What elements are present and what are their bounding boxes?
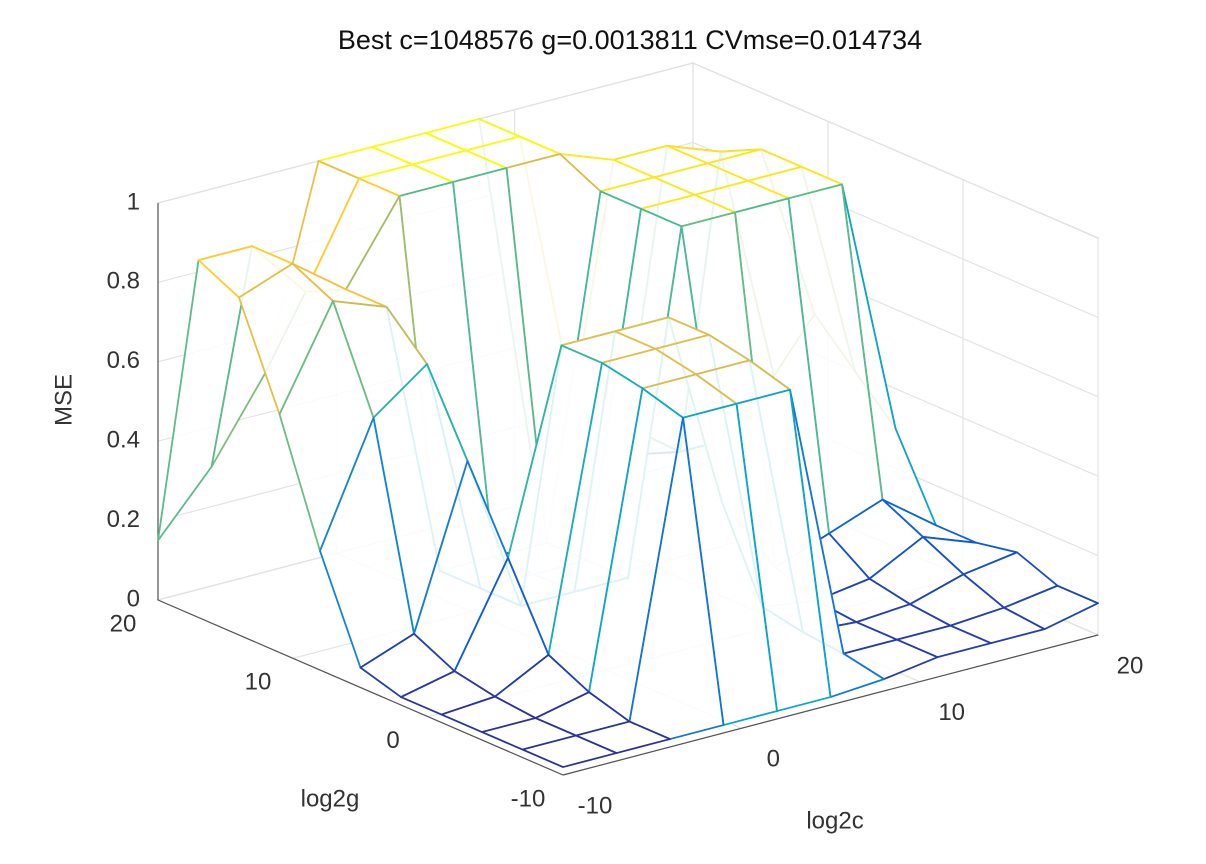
y-tick-label: 0	[386, 727, 399, 754]
y-tick-label: -10	[511, 785, 546, 812]
y-tick-label: 10	[245, 669, 272, 696]
x-tick-label: -10	[578, 792, 613, 819]
z-tick-label: 0.4	[107, 427, 140, 454]
y-tick-label: 20	[110, 610, 137, 637]
x-tick-label: 10	[938, 699, 965, 726]
chart: Best c=1048576 g=0.0013811 CVmse=0.01473…	[0, 0, 1206, 864]
x-tick-label: 0	[767, 746, 780, 773]
x-tick-label: 20	[1117, 652, 1144, 679]
z-axis-label: MSE	[50, 374, 77, 426]
z-tick-label: 0	[127, 585, 140, 612]
y-axis-label: log2g	[301, 785, 360, 812]
z-tick-label: 0.2	[107, 506, 140, 533]
z-tick-label: 0.8	[107, 268, 140, 295]
z-tick-label: 1	[127, 188, 140, 215]
z-tick-label: 0.6	[107, 347, 140, 374]
chart-title: Best c=1048576 g=0.0013811 CVmse=0.01473…	[338, 25, 922, 55]
x-axis-label: log2c	[806, 807, 863, 834]
